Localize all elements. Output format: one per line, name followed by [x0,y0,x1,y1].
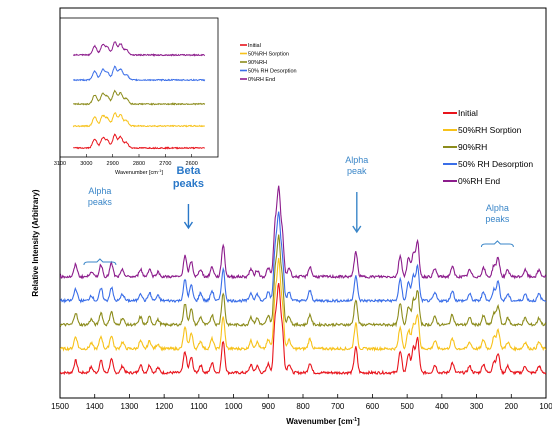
inset-x-tick-label: 2900 [107,161,119,167]
inset-plot: 3100 3000 2900 2800 2700 2600 Wavenumber [cm-… [54,17,297,176]
inset-legend-label: 90%RH [248,60,267,66]
main-x-tick-label: 400 [435,402,449,411]
main-x-tick-label: 1100 [190,402,208,411]
main-series-1-line [60,282,546,376]
inset-series-2-line [72,112,206,128]
inset-series-1-line [73,133,205,150]
main-x-tick-label: 600 [366,402,380,411]
annotation-label-line2: peaks [88,197,113,207]
main-legend: Initial 50%RH Sorption 90%RH 50% RH Desorpt… [443,108,533,186]
inset-x-tick-label: 3000 [80,161,92,167]
main-series-2-line [60,257,546,352]
annotation-label-line2: peaks [485,214,510,224]
main-x-tick-label: 1400 [86,402,104,411]
inset-x-tick-label: 2700 [159,161,171,167]
main-x-tick-label: 1000 [225,402,243,411]
annotation-label-line1: Alpha [486,203,509,213]
annotation-label-line2: peaks [173,178,204,190]
main-series-3-line [60,234,546,328]
inset-x-ticks: 3100 3000 2900 2800 2700 2600 [54,154,198,167]
annotation-label-line1: Alpha [88,186,111,196]
legend-label: 90%RH [458,142,487,152]
inset-legend-label: Initial [248,43,261,49]
inset-x-axis-label: Wavenumber [cm-1] [115,168,163,176]
inset-x-tick-label: 2600 [186,161,198,167]
inset-legend-label: 0%RH End [248,77,275,83]
main-plot: 1500 1400 1300 1200 1100 1000 900 800 700 600 500 4… [31,7,552,426]
inset-series-5-line [72,41,205,57]
main-y-axis-label: Relative Intensity (Arbitrary) [31,189,40,296]
main-plot-frame [59,7,547,399]
main-x-tick-label: 1500 [51,402,69,411]
inset-series-4-line [72,65,206,82]
inset-legend-label: 50% RH Desorption [248,69,297,75]
inset-legend-label: 50%RH Sorption [248,52,289,58]
main-x-tick-label: 900 [262,402,276,411]
main-x-tick-label: 1300 [121,402,139,411]
main-series-group [60,185,546,376]
main-x-tick-label: 500 [400,402,414,411]
inset-x-tick-label: 3100 [54,161,66,167]
main-x-tick-label: 300 [470,402,484,411]
main-x-axis-label: Wavenumber [cm-1] [286,417,360,426]
annotation-label-line1: Alpha [345,155,368,165]
main-x-tick-label: 200 [505,402,519,411]
inset-plot-frame [59,17,219,158]
legend-label: Initial [458,108,478,118]
main-x-tick-label: 100 [539,402,552,411]
main-x-tick-label: 1200 [155,402,173,411]
inset-x-tick-label: 2800 [133,161,145,167]
inset-series-group [72,41,206,150]
annotation-label-line1: Beta [177,165,202,177]
annotation-arrow-head [352,225,362,234]
main-x-tick-label: 800 [296,402,310,411]
main-x-tick-label: 700 [331,402,345,411]
main-series-5-line [60,185,546,280]
annotation-brace [83,258,117,266]
annotation-arrow-head [183,221,194,230]
main-series-4-line [60,211,546,304]
legend-label: 0%RH End [458,176,500,186]
inset-series-3-line [72,89,206,106]
legend-label: 50%RH Sorption [458,125,522,135]
legend-label: 50% RH Desorption [458,159,533,169]
main-x-ticks: 1500 1400 1300 1200 1100 1000 900 800 700 600 500 4… [51,394,552,411]
inset-legend: Initial 50%RH Sorption 90%RH 50% RH Desorpt… [240,43,297,83]
annotation-label-line2: peak [347,166,367,176]
annotation-brace [480,240,514,248]
